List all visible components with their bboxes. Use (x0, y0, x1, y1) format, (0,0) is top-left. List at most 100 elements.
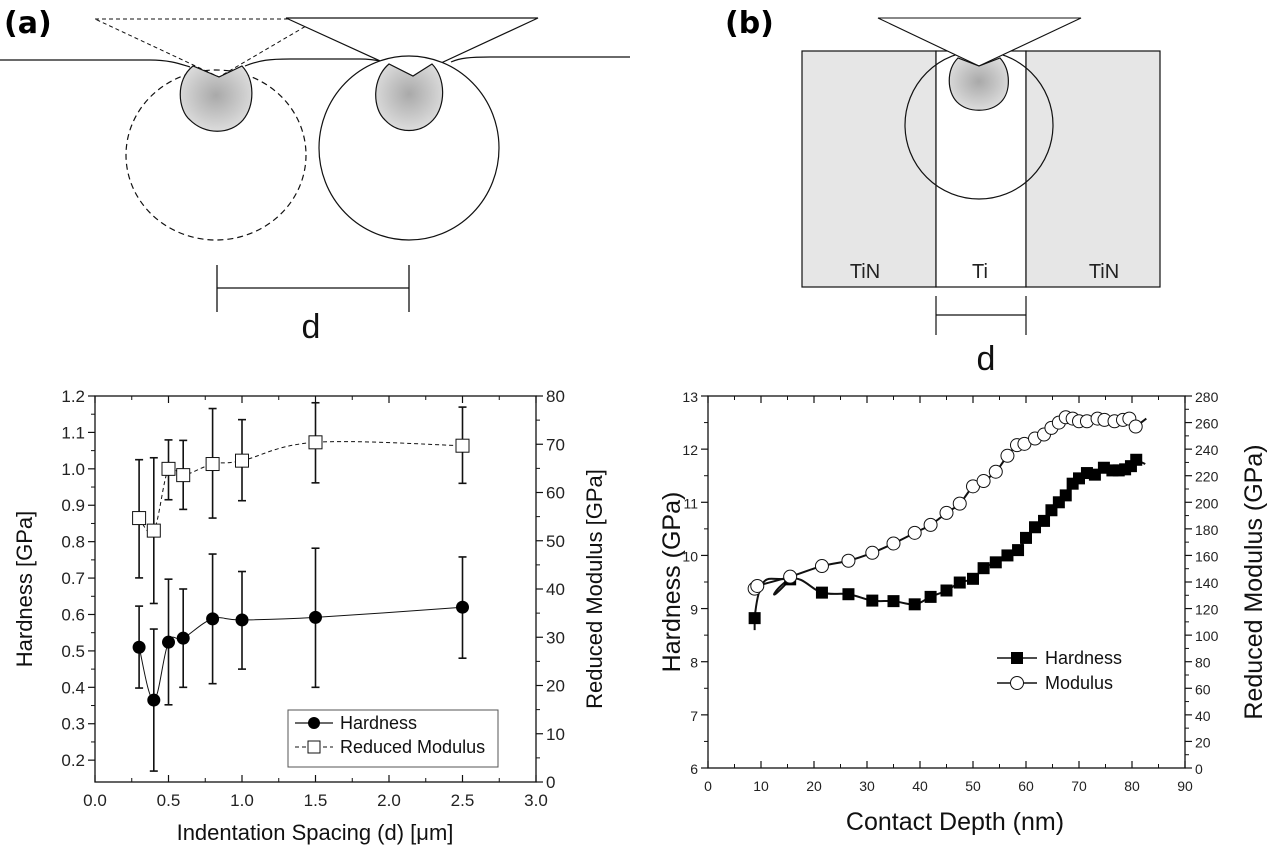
y-tick-label: 0.4 (61, 678, 85, 697)
x-tick-label: 90 (1177, 778, 1193, 794)
surface-line (0, 59, 191, 68)
y2-tick-label: 40 (1195, 708, 1211, 724)
x-tick-label: 0 (704, 778, 712, 794)
y-tick-label: 0.5 (61, 642, 85, 661)
y2-tick-label: 160 (1195, 548, 1219, 564)
legend-marker-hardness (1011, 652, 1023, 664)
x-tick-label: 1.0 (230, 791, 254, 810)
data-point-modulus (865, 545, 880, 560)
series-lines (752, 416, 1147, 631)
y2-tick-label: 100 (1195, 628, 1219, 644)
y-tick-label: 12 (682, 442, 698, 458)
data-point-modulus (308, 435, 323, 450)
data-point-modulus (1128, 419, 1143, 434)
y2-tick-label: 180 (1195, 522, 1219, 538)
data-point-hardness (1029, 521, 1042, 534)
y2-tick-label: 20 (546, 677, 565, 696)
data-point-hardness (147, 693, 161, 707)
x-tick-label: 2.5 (451, 791, 475, 810)
y-axis-title: Hardness [GPa] (12, 511, 37, 668)
x-tick-label: 2.0 (377, 791, 401, 810)
data-point-hardness (1012, 544, 1025, 557)
y-tick-label: 0.7 (61, 569, 85, 588)
y-axis-right: 0 10 20 30 40 50 60 70 80 (536, 387, 565, 792)
x-tick-label: 1.5 (304, 791, 328, 810)
legend-marker-modulus (307, 740, 321, 754)
data-point-hardness (176, 631, 190, 645)
diagram-a: (a) d (0, 6, 630, 346)
y2-tick-label: 80 (1195, 655, 1211, 671)
data-point-hardness (162, 635, 175, 649)
indenter-previous (94, 18, 320, 78)
data-point-modulus (939, 505, 954, 520)
y-tick-label: 9 (690, 602, 698, 618)
y-tick-label: 1.2 (61, 387, 85, 406)
legend-label-hardness: Hardness (340, 713, 417, 733)
legend-box (287, 709, 499, 768)
elastic-zone-previous (125, 69, 307, 241)
data-point-hardness (1038, 514, 1051, 527)
plastic-zone (948, 57, 1009, 111)
indenter (877, 17, 1082, 67)
y-tick-label: 1.1 (61, 423, 85, 442)
y2-tick-label: 140 (1195, 575, 1219, 591)
y-tick-label: 7 (690, 708, 698, 724)
data-point-modulus (814, 559, 829, 574)
data-point-modulus (132, 511, 147, 526)
legend: Hardness Modulus (997, 648, 1122, 693)
series-line-hardness (138, 606, 463, 701)
y2-tick-label: 50 (546, 532, 565, 551)
x-axis: 0 10 20 30 40 50 60 70 80 90 (704, 396, 1193, 794)
data-point-hardness (924, 590, 937, 603)
layer-label-tin-right: TiN (1089, 261, 1119, 283)
x-axis-title: Indentation Spacing (d) [μm] (177, 820, 454, 845)
data-point-hardness (953, 576, 966, 589)
tin-layer-right (1025, 50, 1161, 288)
plot-frame (707, 395, 1186, 769)
panel-a-label: (a) (4, 6, 52, 41)
data-point-hardness (206, 612, 220, 626)
data-point-modulus (455, 438, 470, 453)
data-point-modulus (907, 525, 922, 540)
data-point-modulus (886, 536, 901, 551)
data-point-modulus (235, 453, 249, 468)
data-point-modulus (783, 569, 798, 584)
y-tick-label: 6 (690, 761, 698, 777)
indenter-current (285, 17, 539, 77)
data-point-hardness (815, 586, 828, 599)
legend-marker-modulus (1010, 676, 1024, 690)
y2-tick-label: 30 (546, 628, 565, 647)
series-marks (747, 410, 1143, 625)
y-tick-label: 0.2 (61, 751, 85, 770)
data-point-hardness (1130, 453, 1143, 466)
data-point-hardness (842, 588, 855, 601)
y2-tick-label: 60 (546, 484, 565, 503)
y2-tick-label: 200 (1195, 495, 1219, 511)
y-tick-label: 8 (690, 655, 698, 671)
y-tick-label: 0.6 (61, 605, 85, 624)
y2-tick-label: 120 (1195, 602, 1219, 618)
y2-tick-label: 260 (1195, 416, 1219, 432)
data-point-modulus (988, 464, 1003, 479)
plastic-zone-previous (179, 65, 253, 132)
x-axis-title: Contact Depth (nm) (846, 808, 1064, 836)
x-tick-label: 0.0 (83, 791, 107, 810)
spacing-label: d (977, 340, 996, 378)
data-point-hardness (309, 610, 322, 624)
y2-tick-label: 80 (546, 387, 565, 406)
series-marks (132, 401, 470, 772)
x-tick-label: 3.0 (524, 791, 548, 810)
y-axis-left: 6 7 8 9 10 11 12 13 (682, 389, 708, 777)
data-point-modulus (1000, 448, 1015, 463)
x-tick-label: 50 (965, 778, 981, 794)
y-axis-right: 0 20 40 60 80 100 120 140 160 180 200 220 240 260 280 (1185, 389, 1219, 777)
y2-axis-title: Reduced Modulus (GPa) (1240, 444, 1268, 719)
plastic-zone-current (375, 63, 444, 132)
y-axis-title: Hardness (GPa) (658, 492, 686, 673)
data-point-modulus (161, 461, 176, 476)
data-point-hardness (989, 556, 1002, 569)
data-point-hardness (1088, 468, 1101, 481)
elastic-zone-current (318, 55, 500, 241)
data-point-hardness (456, 600, 469, 614)
y-tick-label: 0.8 (61, 533, 85, 552)
